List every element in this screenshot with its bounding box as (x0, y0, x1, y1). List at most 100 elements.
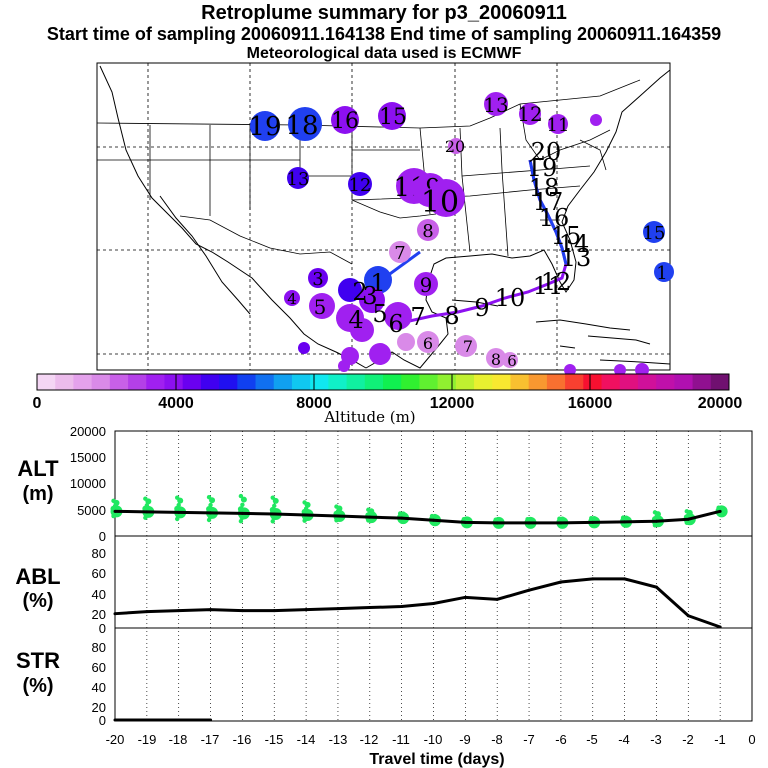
colorbar-cell (474, 374, 493, 390)
colorbar-cell (492, 374, 511, 390)
cluster-marker-label: 5 (314, 295, 327, 319)
alt-mean-point (336, 514, 340, 518)
x-tick-label: -5 (586, 732, 598, 747)
colorbar-cell (182, 374, 202, 390)
x-tick-label: -12 (360, 732, 379, 747)
alt-ytick: 0 (99, 529, 106, 544)
abl-point (463, 595, 467, 599)
colorbar-frame (36, 373, 730, 391)
colorbar-cell (109, 374, 129, 390)
colorbar-tick-label: 4000 (158, 395, 194, 412)
alt-scatter-point (206, 505, 213, 512)
colorbar-tick-label: 16000 (568, 395, 613, 412)
alt-scatter-point (175, 495, 180, 500)
abl-point (177, 609, 181, 613)
colorbar-cell (619, 374, 639, 390)
trajectory-day-label: 3 (362, 282, 377, 310)
trajectory-day-label: 19 (527, 154, 558, 182)
alt-mean-point (654, 519, 658, 523)
alt-scatter-point (269, 506, 276, 513)
alt-scatter-point (334, 504, 339, 509)
x-tick-label: -9 (459, 732, 471, 747)
str-ytick: 0 (99, 713, 106, 728)
alt-scatter-point (240, 496, 247, 503)
colorbar-cell (200, 374, 220, 390)
alt-ytick: 5000 (77, 503, 106, 518)
colorbar-cell (164, 374, 184, 390)
str-panel-unit: (%) (22, 675, 53, 697)
abl-point (686, 614, 690, 618)
alt-panel-unit: (m) (22, 483, 53, 505)
abl-point (304, 608, 308, 612)
cluster-marker-label: 15 (379, 105, 407, 130)
alt-mean-point (209, 511, 213, 515)
cluster-marker-label: 20 (445, 137, 465, 156)
colorbar-cell (383, 374, 402, 390)
trajectory-day-label: 6 (388, 310, 403, 338)
abl-ytick: 40 (92, 587, 106, 602)
colorbar-cell (437, 374, 457, 390)
alt-mean-point (686, 517, 690, 521)
abl-point (272, 609, 276, 613)
alt-mean-point (718, 509, 722, 513)
cluster-marker-label: 6 (507, 352, 517, 370)
alt-mean-point (591, 520, 595, 524)
colorbar-cell (73, 374, 93, 390)
trajectory-day-label: 4 (348, 306, 363, 334)
x-tick-label: -11 (392, 732, 410, 747)
trajectory-day-label: 14 (559, 230, 590, 258)
x-tick-label: -1 (714, 732, 726, 747)
alt-ytick: 10000 (70, 476, 106, 491)
colorbar-cell (328, 374, 348, 390)
x-tick-label: -13 (329, 732, 348, 747)
str-point (145, 718, 149, 722)
str-ytick: 60 (92, 660, 106, 675)
abl-point (240, 609, 244, 613)
colorbar-cell (310, 374, 329, 390)
alt-scatter-point (557, 516, 562, 521)
abl-point (591, 577, 595, 581)
alt-scatter-point (176, 502, 181, 508)
colorbar-tick-label: 0 (33, 395, 42, 412)
trajectory-day-labels: 1 2 3 4 5 6 7 8 9 10 11 12 13 14 15 16 1… (348, 138, 591, 338)
colorbar-cell (692, 374, 712, 390)
colorbar-cell (146, 374, 165, 390)
abl-point (400, 605, 404, 609)
str-point (177, 718, 181, 722)
colorbar-cell (674, 374, 694, 390)
abl-point (718, 625, 722, 629)
colorbar-cell (455, 374, 475, 390)
alt-ytick: 15000 (70, 450, 106, 465)
cluster-marker-label: 10 (421, 185, 459, 220)
str-point (209, 718, 213, 722)
cluster-marker-label: 16 (331, 109, 359, 134)
x-tick-label: -6 (555, 732, 567, 747)
cluster-marker-label: 8 (422, 221, 433, 242)
colorbar-cell (419, 374, 439, 390)
str-ytick: 80 (92, 640, 106, 655)
map-panel: 19 18 16 15 13 12 11 20 13 12 11 9 10 8 … (96, 62, 674, 377)
colorbar-cell (656, 374, 675, 390)
colorbar-cell (273, 374, 293, 390)
abl-point (559, 580, 563, 584)
alt-scatter-point (429, 513, 435, 519)
alt-scatter-point (684, 509, 689, 514)
cluster-marker-label: 9 (420, 273, 433, 297)
cluster-marker-label: 13 (287, 169, 310, 190)
trajectory-day-label: 7 (410, 303, 425, 331)
alt-mean-point (272, 512, 276, 516)
trajectory-day-label: 1 (370, 269, 385, 297)
trajectory-day-label: 17 (533, 188, 564, 216)
colorbar-cell (37, 374, 56, 390)
cluster-marker-label: 4 (287, 290, 297, 308)
colorbar-label: Altitude (m) (323, 408, 415, 426)
abl-point (145, 610, 149, 614)
x-tick-label: -20 (106, 732, 125, 747)
cluster-marker-label: 12 (517, 102, 542, 126)
abl-point (113, 612, 117, 616)
alt-scatter-point (525, 517, 530, 522)
trajectory-day-label: 20 (531, 138, 562, 166)
colorbar-tick-label: 20000 (698, 395, 743, 412)
alt-mean-line (114, 509, 721, 525)
